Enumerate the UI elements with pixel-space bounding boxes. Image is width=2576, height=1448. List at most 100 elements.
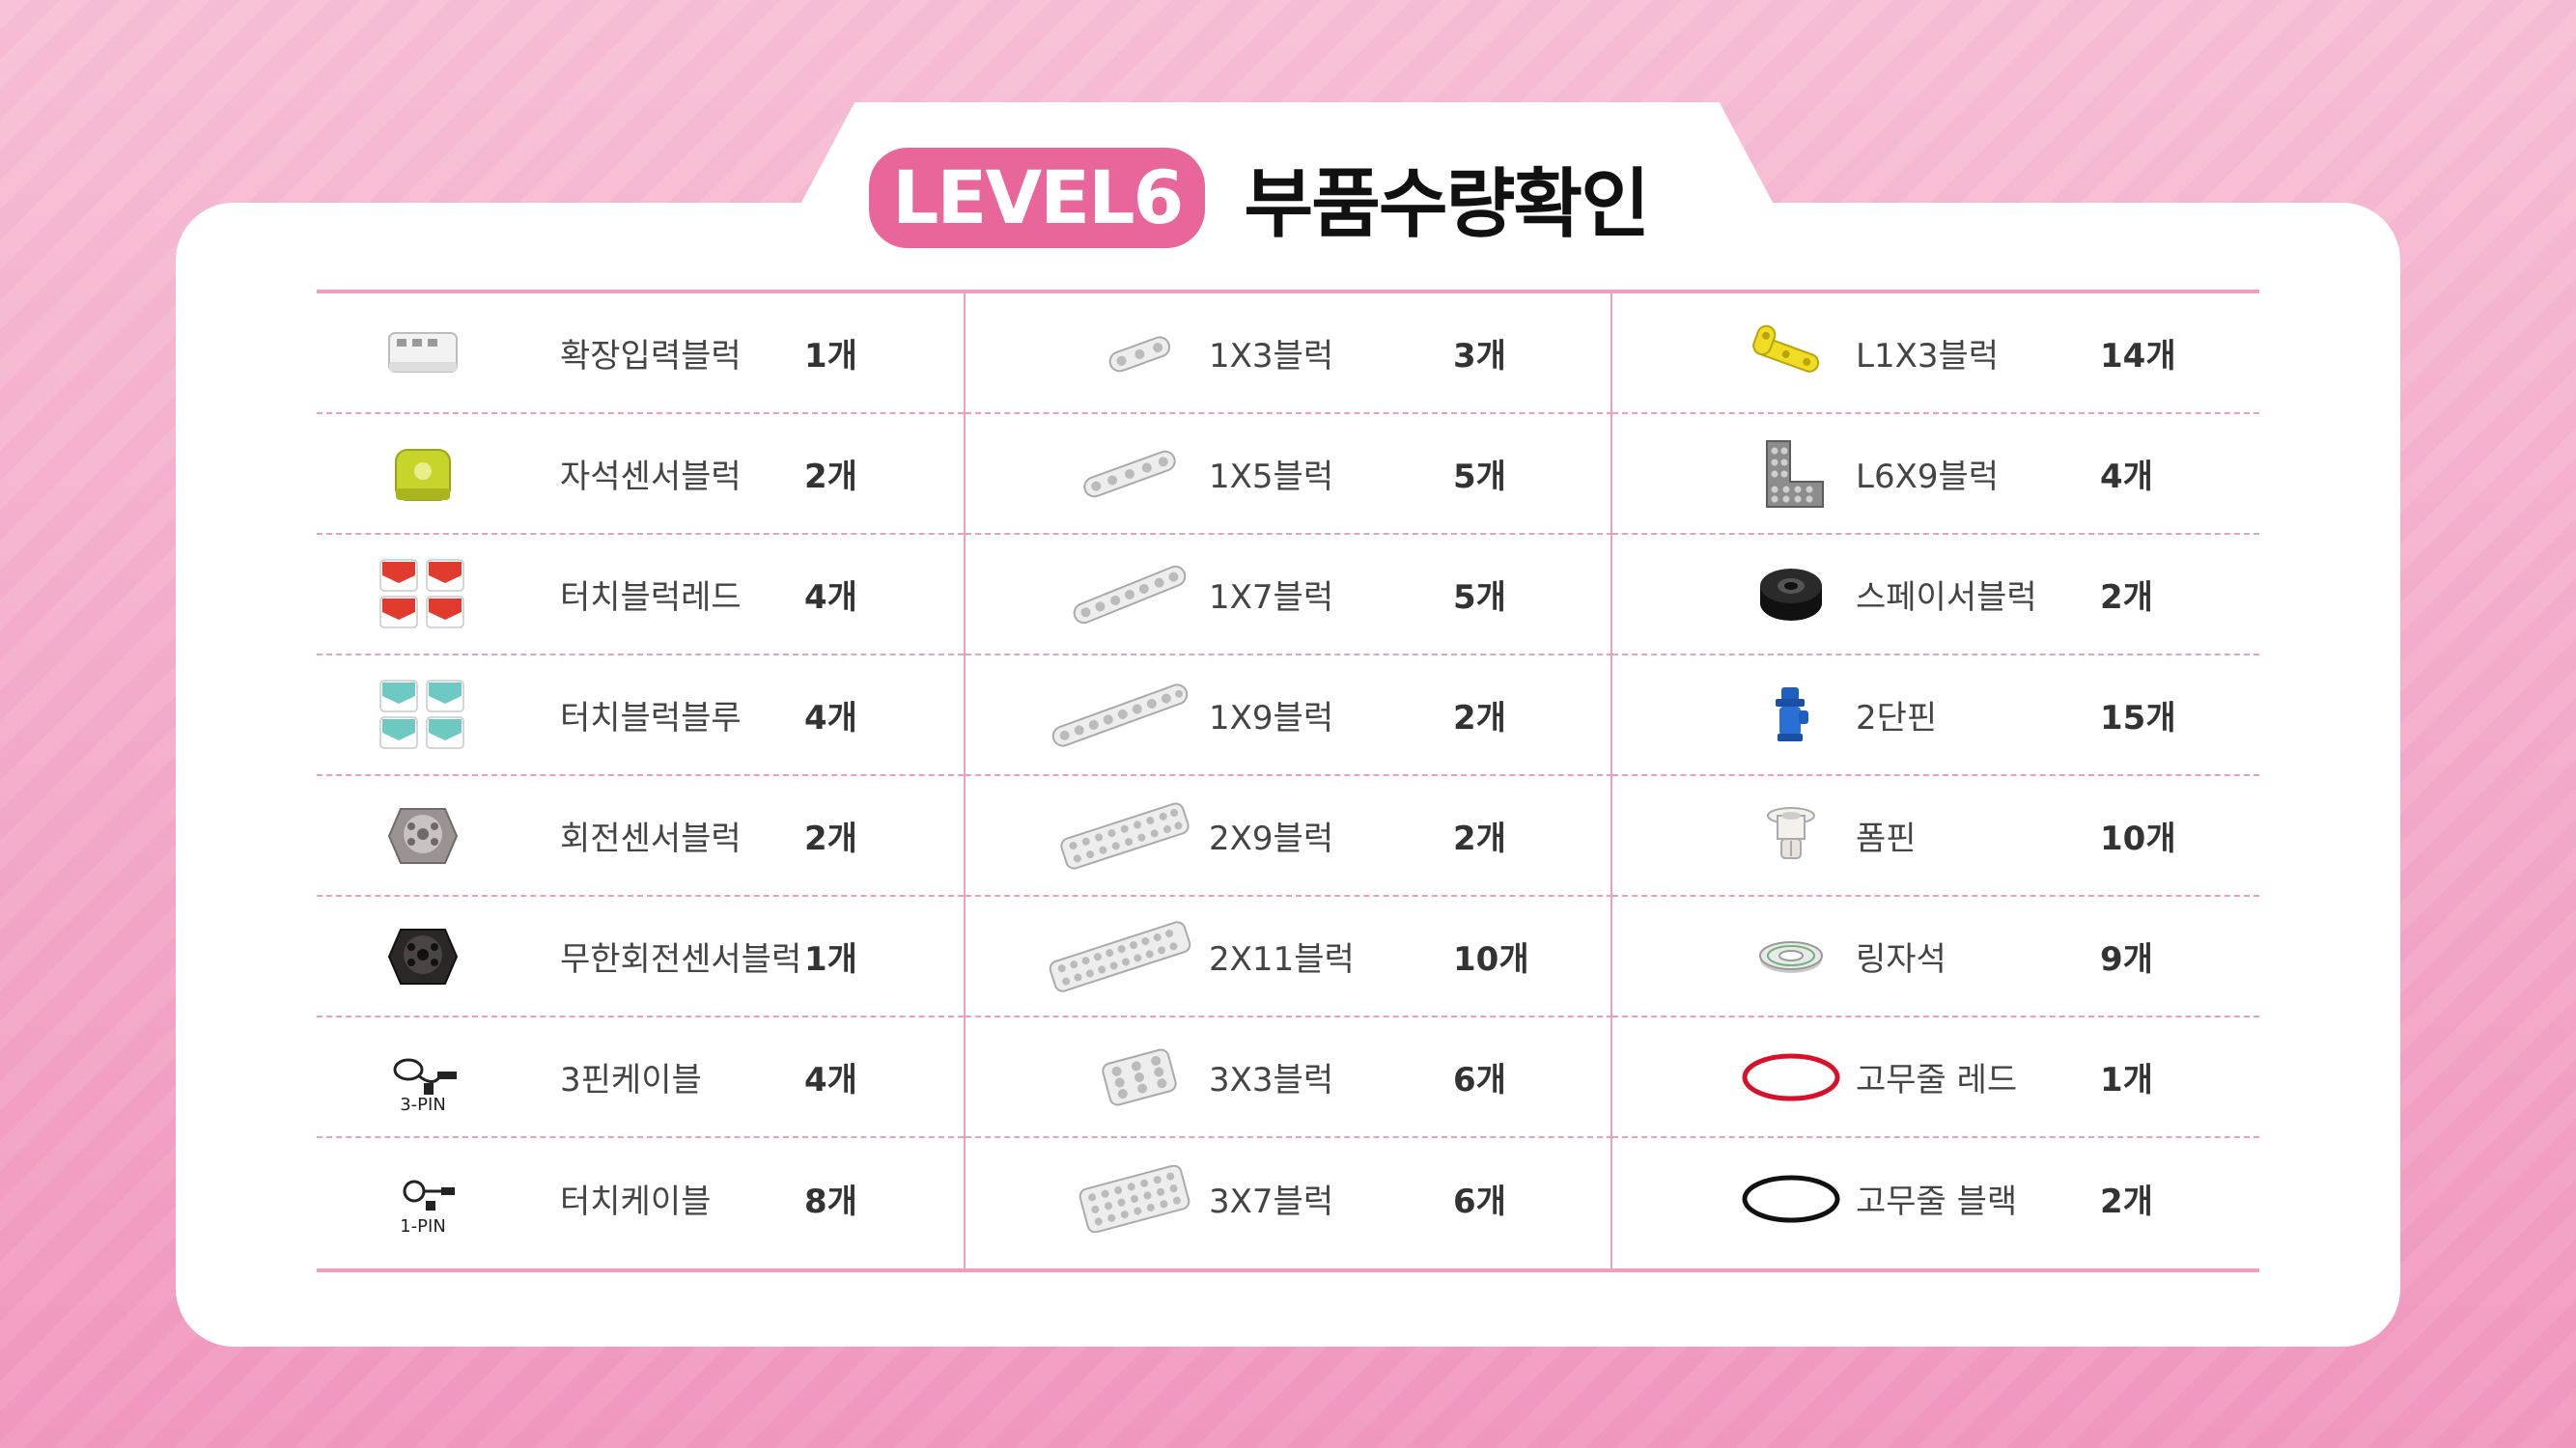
part-name: 1X3블럭 [1209, 337, 1334, 376]
part-quantity: 2개 [2100, 1183, 2153, 1221]
touch-cable-icon: 1-PIN [370, 1156, 476, 1242]
part-quantity: 1개 [2100, 1061, 2153, 1100]
part-quantity: 15개 [2100, 699, 2176, 738]
part-row: 1X5블럭 5개 [966, 414, 1612, 535]
part-row: 1X7블럭 5개 [966, 535, 1612, 655]
part-row: 고무줄 레드 1개 [1612, 1017, 2259, 1138]
plate-3x7-icon [1077, 1156, 1192, 1242]
part-row: 폼핀 10개 [1612, 776, 2259, 897]
part-quantity: 9개 [2100, 940, 2153, 979]
beam-1x7-icon [1067, 551, 1192, 638]
part-name: 자석센서블럭 [560, 458, 742, 496]
part-row: 2X9블럭 2개 [966, 776, 1612, 897]
part-row: 1X9블럭 2개 [966, 655, 1612, 776]
part-row: 2단핀 15개 [1612, 655, 2259, 776]
ring-magnet-icon [1738, 913, 1844, 1000]
part-name: 1X7블럭 [1209, 578, 1334, 617]
part-name: 터치블럭블루 [560, 699, 742, 738]
part-name: 3X3블럭 [1209, 1061, 1334, 1100]
part-quantity: 2개 [804, 458, 857, 496]
part-quantity: 4개 [804, 1061, 857, 1100]
touch-block-blue-icon [370, 672, 476, 759]
spacer-block-icon [1738, 551, 1844, 638]
part-name: 터치블럭레드 [560, 578, 742, 617]
part-quantity: 14개 [2100, 337, 2176, 376]
magnet-sensor-block-icon [370, 431, 476, 517]
part-name: 3X7블럭 [1209, 1183, 1334, 1221]
part-name: 고무줄 블랙 [1856, 1183, 2018, 1221]
part-quantity: 3개 [1453, 337, 1506, 376]
part-quantity: 8개 [804, 1183, 857, 1221]
infinite-rotation-sensor-block-icon [370, 913, 476, 1000]
part-row: 1X3블럭 3개 [966, 293, 1612, 414]
part-name: 1X9블럭 [1209, 699, 1334, 738]
part-row: 3X7블럭 6개 [966, 1138, 1612, 1259]
3pin-cable-icon: 3-PIN [370, 1034, 476, 1121]
rotation-sensor-block-icon [370, 793, 476, 879]
expansion-input-block-icon [370, 310, 476, 397]
part-name: 2X11블럭 [1209, 940, 1355, 979]
part-row: 무한회전센서블럭 1개 [317, 897, 964, 1017]
part-quantity: 2개 [1453, 820, 1506, 858]
parts-table: 확장입력블럭 1개 자석센서블럭 2개 터치블럭레드 4개 터치블럭블루 4개 [317, 290, 2259, 1272]
part-quantity: 6개 [1453, 1061, 1506, 1100]
l-bracket-6x9-icon [1738, 431, 1844, 517]
title-text: 부품수량확인 [1244, 161, 1650, 248]
touch-block-red-icon [370, 551, 476, 638]
part-quantity: 2개 [804, 820, 857, 858]
l-beam-1x3-icon [1733, 310, 1839, 397]
part-row: 확장입력블럭 1개 [317, 293, 964, 414]
part-row: 고무줄 블랙 2개 [1612, 1138, 2259, 1259]
part-quantity: 1개 [804, 940, 857, 979]
two-stage-pin-icon [1738, 672, 1844, 759]
part-name: 2X9블럭 [1209, 820, 1334, 858]
part-name: L6X9블럭 [1856, 458, 2000, 496]
page-title: LEVEL6 부품수량확인 [869, 147, 1650, 249]
part-quantity: 10개 [2100, 820, 2176, 858]
part-quantity: 2개 [1453, 699, 1506, 738]
beam-1x3-icon [1086, 310, 1192, 397]
part-row: L1X3블럭 14개 [1612, 293, 2259, 414]
part-name: 고무줄 레드 [1856, 1061, 2018, 1100]
rubber-band-black-icon [1738, 1156, 1844, 1242]
parts-column-1: 확장입력블럭 1개 자석센서블럭 2개 터치블럭레드 4개 터치블럭블루 4개 [317, 293, 964, 1268]
part-quantity: 10개 [1453, 940, 1529, 979]
part-name: 2단핀 [1856, 699, 1938, 738]
part-row: L6X9블럭 4개 [1612, 414, 2259, 535]
part-quantity: 4개 [2100, 458, 2153, 496]
part-quantity: 4개 [804, 699, 857, 738]
level-badge: LEVEL6 [869, 148, 1206, 248]
part-row: 회전센서블럭 2개 [317, 776, 964, 897]
part-name: 링자석 [1856, 940, 1946, 979]
part-row: 3X3블럭 6개 [966, 1017, 1612, 1138]
part-quantity: 6개 [1453, 1183, 1506, 1221]
plate-2x9-icon [1057, 793, 1192, 879]
part-quantity: 5개 [1453, 458, 1506, 496]
part-name: 회전센서블럭 [560, 820, 742, 858]
part-row: 1-PIN 터치케이블 8개 [317, 1138, 964, 1259]
part-name: 1X5블럭 [1209, 458, 1334, 496]
part-name: 스페이서블럭 [1856, 578, 2037, 617]
cable-pin-label: 3-PIN [400, 1094, 446, 1115]
part-row: 스페이서블럭 2개 [1612, 535, 2259, 655]
beam-1x5-icon [1077, 431, 1183, 517]
beam-1x9-icon [1048, 672, 1192, 759]
part-quantity: 2개 [2100, 578, 2153, 617]
part-quantity: 5개 [1453, 578, 1506, 617]
rubber-band-red-icon [1738, 1034, 1844, 1121]
part-quantity: 4개 [804, 578, 857, 617]
part-name: 무한회전센서블럭 [560, 940, 802, 979]
part-name: L1X3블럭 [1856, 337, 2000, 376]
part-row: 3-PIN 3핀케이블 4개 [317, 1017, 964, 1138]
part-quantity: 1개 [804, 337, 857, 376]
part-row: 터치블럭레드 4개 [317, 535, 964, 655]
parts-column-3: L1X3블럭 14개 L6X9블럭 4개 스페이서블럭 2개 2단핀 15개 [1610, 293, 2259, 1268]
part-row: 2X11블럭 10개 [966, 897, 1612, 1017]
parts-column-2: 1X3블럭 3개 1X5블럭 5개 1X7블럭 5개 1X9블럭 2개 [964, 293, 1612, 1268]
part-name: 3핀케이블 [560, 1061, 702, 1100]
part-row: 터치블럭블루 4개 [317, 655, 964, 776]
plate-3x3-icon [1086, 1034, 1192, 1121]
plate-2x11-icon [1048, 913, 1192, 1000]
part-name: 확장입력블럭 [560, 337, 742, 376]
part-row: 자석센서블럭 2개 [317, 414, 964, 535]
